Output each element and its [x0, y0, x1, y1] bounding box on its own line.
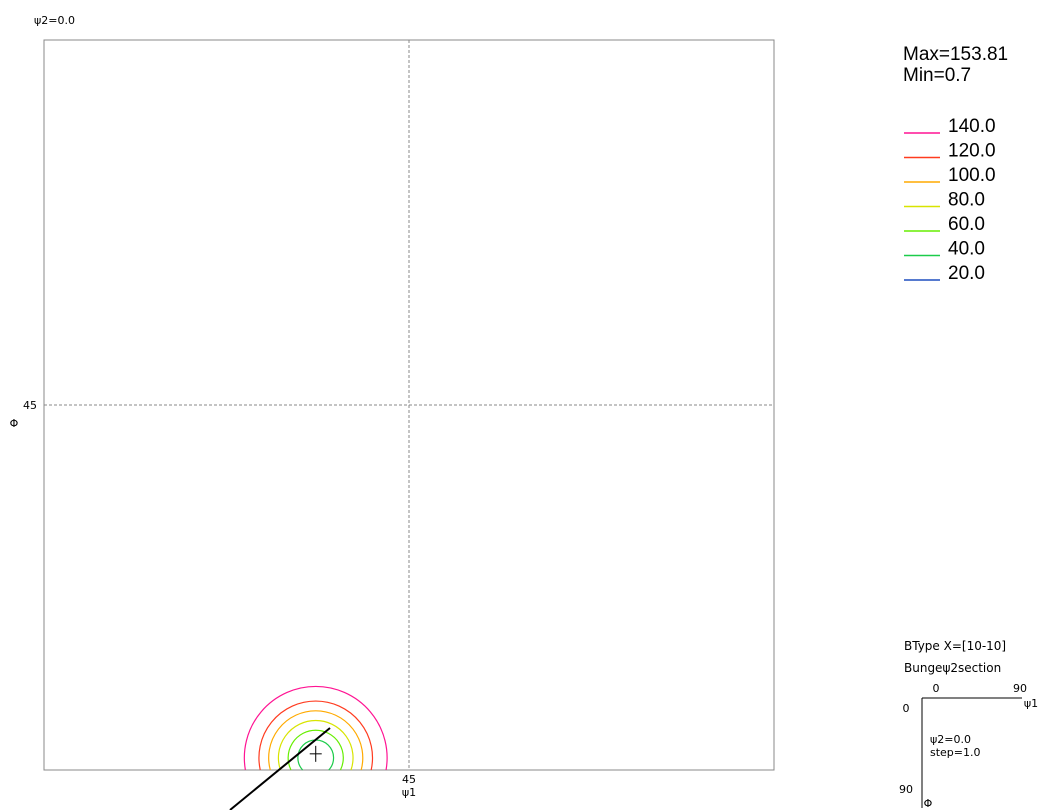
- info-x-label: ψ1: [1024, 697, 1038, 710]
- annotation-pointer: [229, 727, 331, 810]
- section-title: ψ2=0.0: [34, 14, 75, 27]
- info-x-end: 90: [1013, 682, 1027, 695]
- contour-line-60.0: [287, 729, 344, 771]
- legend-label-20.0: 20.0: [948, 263, 985, 284]
- info-section: ψ2=0.0: [930, 733, 971, 746]
- y-tick-label: 45: [23, 399, 37, 412]
- peak-marker: [309, 745, 322, 762]
- legend-label-80.0: 80.0: [948, 190, 985, 211]
- max-value: Max=153.81: [903, 44, 1008, 65]
- legend: 140.0 120.0 100.0 80.0 60.0 40.0 20.0: [904, 116, 996, 284]
- info-step: step=1.0: [930, 746, 981, 759]
- legend-label-140.0: 140.0: [948, 116, 996, 137]
- legend-label-40.0: 40.0: [948, 239, 985, 260]
- info-x-start: 0: [933, 682, 940, 695]
- info-convention: Bungeψ2section: [904, 661, 1001, 675]
- contour-line-80.0: [277, 719, 354, 771]
- legend-label-60.0: 60.0: [948, 214, 985, 235]
- legend-label-100.0: 100.0: [948, 165, 996, 186]
- x-axis-label: ψ1: [402, 786, 416, 799]
- contour-line-100.0: [268, 710, 364, 771]
- min-value: Min=0.7: [903, 65, 971, 86]
- info-y-end: 90: [899, 783, 913, 796]
- info-y-label: Φ: [924, 797, 933, 810]
- x-tick-label: 45: [402, 773, 416, 786]
- info-y-start: 0: [903, 702, 910, 715]
- y-axis-label: Φ: [10, 417, 19, 430]
- info-type: BType X=[10-10]: [904, 639, 1006, 653]
- contour-line-140.0: [243, 685, 388, 771]
- legend-label-120.0: 120.0: [948, 141, 996, 162]
- contour-line-120.0: [258, 700, 374, 771]
